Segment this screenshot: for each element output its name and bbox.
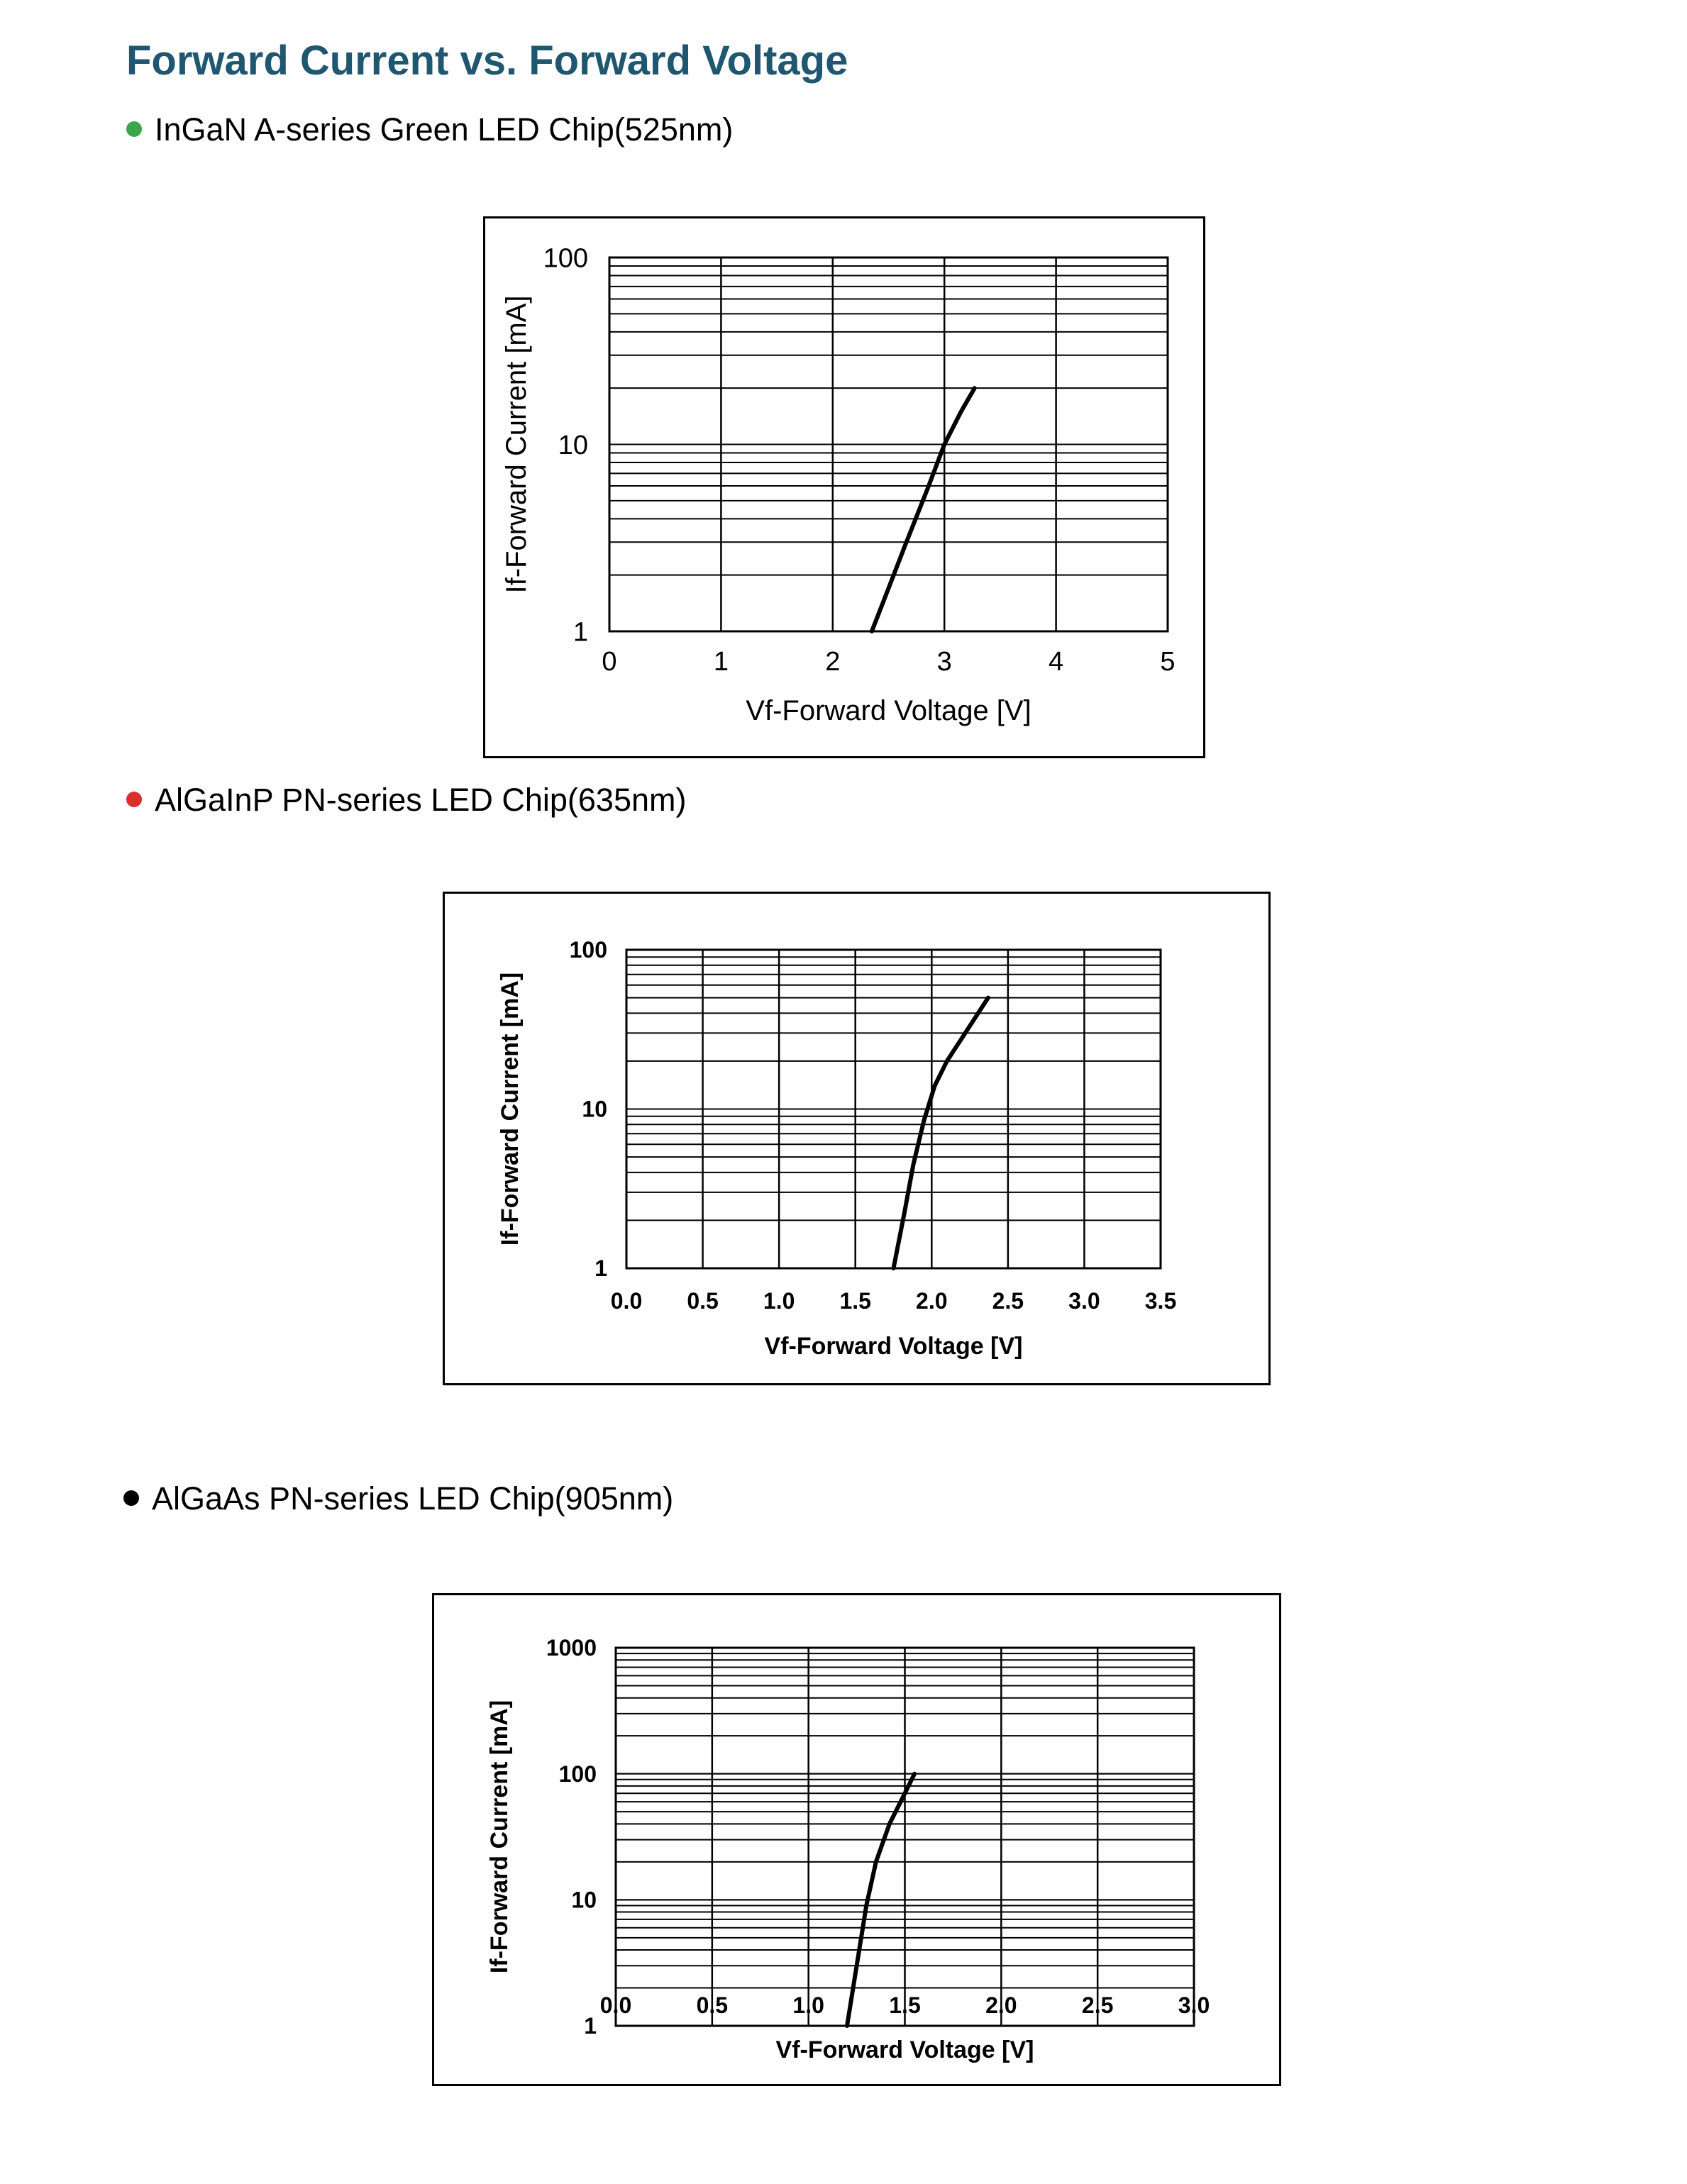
page-title: Forward Current vs. Forward Voltage [126,38,848,84]
y-tick-label: 1000 [546,1635,597,1661]
y-tick-label: 100 [570,937,607,963]
x-axis-label: Vf-Forward Voltage [V] [765,1333,1023,1360]
x-tick-label: 3.0 [1178,1992,1210,2018]
x-axis-label: Vf-Forward Voltage [V] [776,2036,1034,2063]
x-tick-label: 4 [1049,647,1063,677]
grid [614,1647,1195,2027]
x-tick-label: 0 [602,647,616,677]
x-tick-label: 2.0 [985,1992,1017,2018]
x-tick-label: 1.5 [839,1288,870,1314]
x-tick-label: 0.5 [697,1992,728,2018]
chart-frame [483,216,1205,758]
plot-area [614,1646,1195,2027]
section-heading-ingan: InGaN A-series Green LED Chip(525nm) [126,113,733,145]
y-axis-label: If-Forward Current [mA] [501,295,532,593]
black-bullet-icon [123,1490,139,1507]
y-axis-label: If-Forward Current [mA] [497,972,524,1246]
x-tick-label: 2.0 [916,1288,947,1314]
section-heading-algaas: AlGaAs PN-series LED Chip(905nm) [123,1482,673,1514]
section-label: AlGaAs PN-series LED Chip(905nm) [152,1480,674,1517]
green-bullet-icon [126,121,142,138]
grid [625,949,1162,1269]
y-tick-label: 10 [571,1888,597,1913]
x-tick-label: 1 [714,647,729,677]
y-tick-label: 10 [558,431,588,460]
section-label: AlGaInP PN-series LED Chip(635nm) [155,782,687,818]
chart-algaas: 0.0 0.5 1.0 1.5 2.0 2.5 3.0 1 10 100 1000 Vf-Forwar… [432,1593,1281,2086]
x-axis-label: Vf-Forward Voltage [V] [746,695,1031,726]
series-line [869,386,977,633]
section-label: InGaN A-series Green LED Chip(525nm) [155,111,734,148]
x-tick-label: 3.0 [1068,1288,1100,1314]
x-tick-label: 0.0 [611,1288,642,1314]
x-tick-label: 1.0 [792,1992,824,2018]
series-line [845,1771,917,2028]
x-tick-label: 2.5 [992,1288,1024,1314]
x-tick-label: 2 [825,647,840,677]
x-tick-label: 0.0 [600,1992,631,2018]
y-axis-label: If-Forward Current [mA] [486,1700,513,1973]
plot-area [608,256,1169,633]
red-bullet-icon [126,792,142,808]
y-tick-label: 1 [573,617,588,647]
y-tick-label: 1 [594,1255,607,1281]
chart-algainp: 0.0 0.5 1.0 1.5 2.0 2.5 3.0 3.5 1 10 100 Vf-Forward… [443,892,1271,1385]
x-tick-label: 1.0 [763,1288,795,1314]
x-tick-label: 2.5 [1082,1992,1113,2018]
x-tick-label: 0.5 [687,1288,718,1314]
x-tick-label: 3.5 [1145,1288,1176,1314]
y-tick-label: 10 [582,1097,607,1122]
y-tick-label: 1 [584,2013,597,2039]
x-tick-label: 5 [1160,647,1175,677]
x-tick-label: 1.5 [889,1992,920,2018]
grid [608,257,1169,632]
y-tick-label: 100 [543,243,588,273]
section-heading-algainp: AlGaInP PN-series LED Chip(635nm) [126,784,686,816]
x-tick-label: 3 [937,647,952,677]
y-tick-label: 100 [559,1761,597,1787]
series-line [891,995,990,1270]
